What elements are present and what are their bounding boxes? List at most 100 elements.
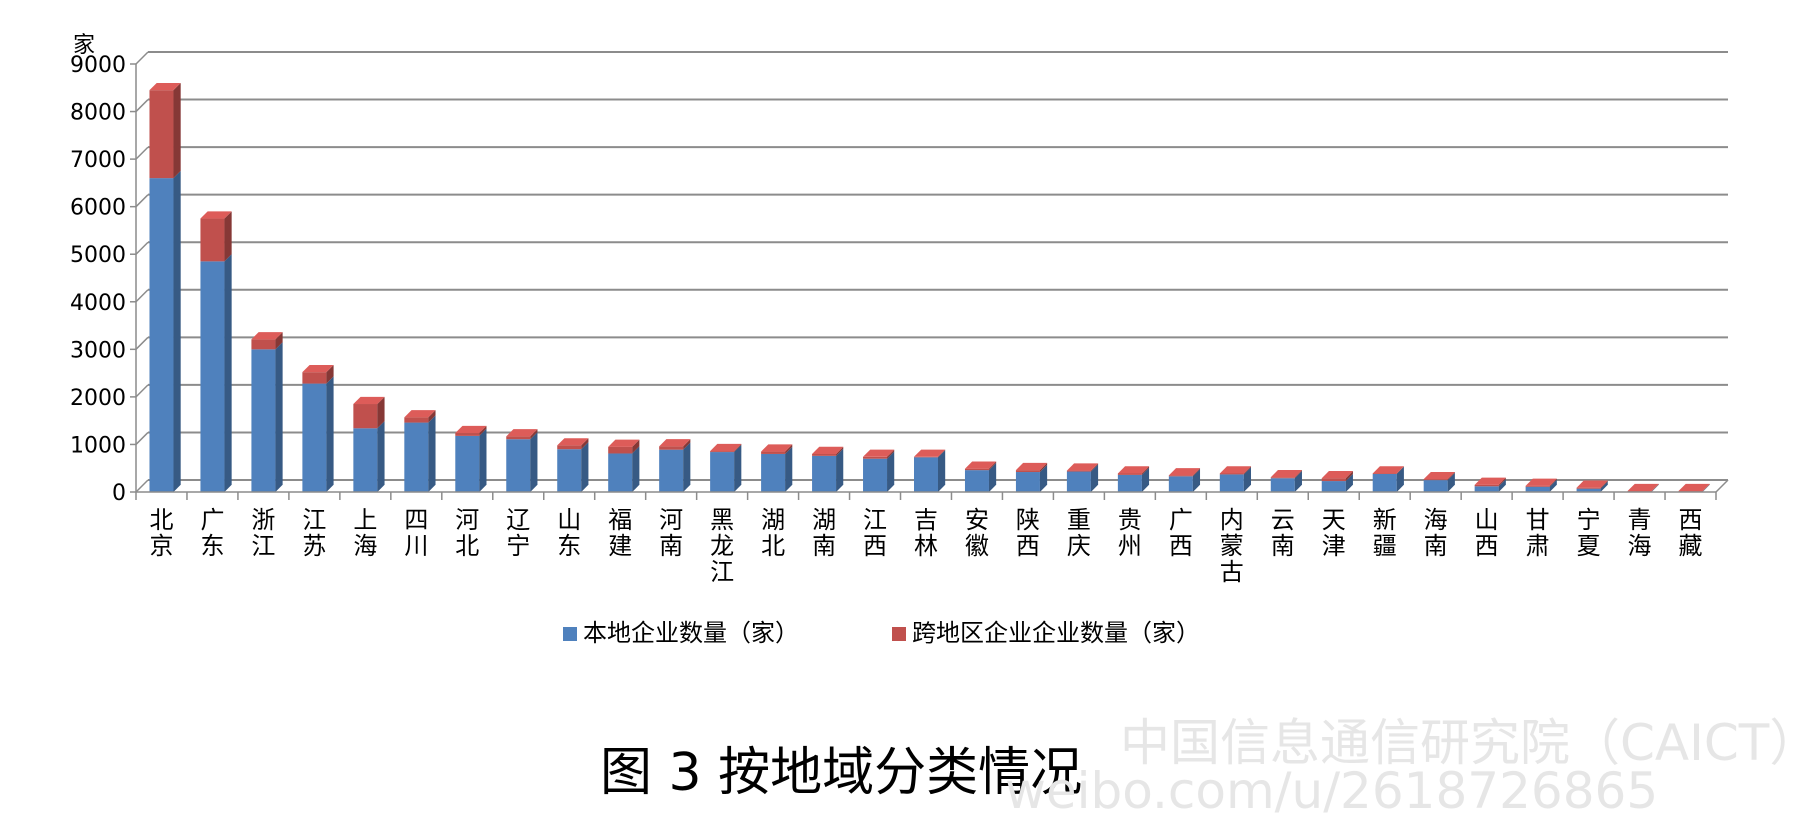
x-tick-label: 河北: [455, 506, 479, 560]
bar-segment: [353, 428, 378, 492]
bar-segment: [1372, 473, 1397, 474]
bar-side: [1243, 467, 1252, 492]
bar-side: [1549, 478, 1557, 487]
bar-segment: [455, 435, 480, 492]
bar-segment: [863, 458, 888, 492]
bar-side: [1090, 463, 1099, 472]
y-axis-label: 家: [73, 33, 95, 58]
bar-segment: [1270, 478, 1295, 492]
bar-side: [1396, 466, 1404, 492]
gridline-depth: [135, 194, 149, 208]
bar-side: [1702, 483, 1710, 492]
x-tick-label: 贵州: [1118, 506, 1142, 560]
bar-side: [988, 461, 997, 471]
bar-segment: [1321, 478, 1346, 482]
bar-side: [1396, 466, 1404, 474]
legend: 本地企业数量（家） 跨地区企业企业数量（家）: [563, 619, 1200, 647]
bar-top: [914, 449, 946, 457]
bar-side: [938, 450, 946, 492]
bar-segment: [251, 339, 276, 350]
x-tick-label: 内蒙古: [1220, 506, 1244, 586]
bar-side: [1600, 481, 1608, 492]
bar-side: [1039, 464, 1048, 492]
bar-segment: [1015, 470, 1040, 473]
bar-side: [1702, 484, 1710, 492]
bar-side: [683, 442, 691, 492]
bar-segment: [812, 453, 837, 456]
bar-segment: [1423, 479, 1448, 481]
legend-swatch-cross-region: [892, 627, 906, 641]
bar-top: [1423, 471, 1455, 480]
bar-segment: [608, 446, 633, 454]
x-tick-label: 浙江: [251, 506, 275, 560]
bar-segment: [557, 449, 582, 492]
bar-segment: [863, 456, 888, 459]
bar-segment: [149, 178, 174, 492]
bar-segment: [1219, 474, 1244, 492]
bar-segment: [506, 436, 531, 440]
bar-top: [1678, 483, 1710, 492]
bar-top: [1015, 462, 1048, 471]
bar-top: [1474, 477, 1506, 485]
x-tick-label: 辽宁: [506, 506, 530, 560]
bar-side: [377, 421, 385, 492]
bar-side: [224, 211, 232, 262]
bar-side: [1600, 480, 1608, 489]
bar-top: [1117, 466, 1150, 474]
bar-segment: [455, 433, 480, 436]
bar-top: [710, 443, 742, 452]
x-tick-label: 安徽: [965, 506, 989, 560]
x-tick-label: 青海: [1628, 506, 1652, 560]
bar-segment: [1474, 486, 1499, 492]
bar-segment: [1168, 475, 1193, 477]
floor-edge: [1715, 479, 1729, 493]
bar-segment: [1117, 474, 1142, 492]
bar-top: [1066, 463, 1099, 471]
x-tick-label: 宁夏: [1577, 506, 1601, 560]
x-tick-label: 湖南: [812, 506, 836, 560]
bar-top: [1372, 466, 1404, 474]
bar-segment: [200, 261, 225, 492]
bar-segment: [914, 456, 938, 458]
bar-side: [1294, 471, 1302, 492]
bar-segment: [302, 383, 327, 492]
bar-side: [275, 332, 283, 350]
x-tick-label: 山东: [557, 506, 581, 560]
bar-segment: [812, 455, 837, 492]
gridline-depth: [135, 431, 149, 445]
bar-side: [377, 396, 385, 429]
x-tick-label: 黑龙江: [710, 506, 734, 586]
bar-top: [863, 449, 895, 457]
bar-segment: [1270, 477, 1295, 479]
x-tick-label: 陕西: [1016, 506, 1040, 560]
x-tick-label: 新疆: [1373, 506, 1397, 560]
legend-label-local: 本地企业数量（家）: [583, 619, 799, 647]
x-tick-label: 江西: [863, 506, 887, 560]
bar-side: [1345, 473, 1353, 492]
bar-side: [530, 432, 538, 492]
y-tick-label: 3000: [70, 338, 126, 363]
bar-side: [326, 376, 334, 492]
bar-top: [353, 396, 385, 405]
y-tick-label: 5000: [70, 243, 126, 268]
bar-side: [1447, 472, 1455, 492]
bar-side: [581, 442, 589, 492]
x-tick-label: 上海: [353, 506, 377, 560]
x-tick-label: 云南: [1271, 506, 1295, 560]
bar-side: [1549, 479, 1557, 492]
bar-segment: [404, 422, 429, 492]
bar-segment: [1576, 488, 1601, 492]
bar-side: [734, 443, 742, 453]
bar-side: [683, 439, 691, 450]
bar-segment: [1219, 473, 1244, 475]
x-tick-label: 西藏: [1679, 506, 1703, 560]
bar-side: [581, 438, 589, 450]
bar-top: [964, 461, 997, 469]
bar-segment: [149, 90, 174, 179]
x-tick-label: 广东: [200, 506, 224, 560]
bar-top: [1525, 478, 1557, 486]
bar-side: [1498, 477, 1506, 487]
bar-side: [428, 415, 436, 492]
x-tick-label: 北京: [149, 506, 173, 560]
